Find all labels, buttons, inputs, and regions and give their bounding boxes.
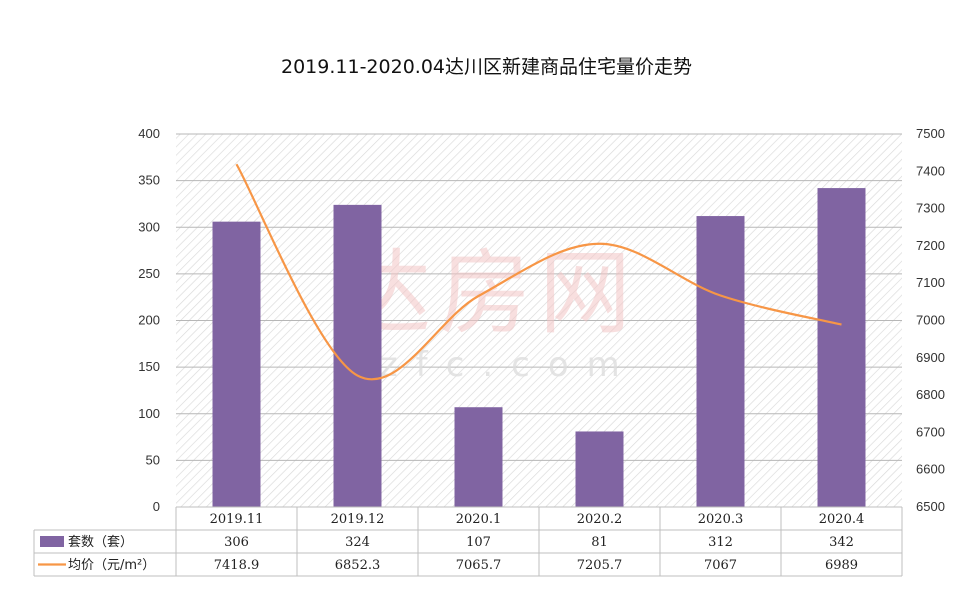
y-right-tick-label: 7000 (916, 313, 945, 328)
x-tick-label: 2020.3 (698, 512, 744, 527)
legend-swatch-units (40, 536, 64, 547)
y-right-tick-label: 7400 (916, 163, 945, 178)
y-right-tick-label: 7200 (916, 238, 945, 253)
x-tick-label: 2020.4 (819, 512, 865, 527)
y-right-tick-label: 6900 (916, 350, 945, 365)
y-left-tick-label: 350 (138, 173, 160, 188)
y-right-tick-label: 6500 (916, 499, 945, 514)
units-data-label: 107 (466, 535, 491, 550)
bar (454, 407, 503, 507)
y-left-tick-label: 300 (138, 219, 160, 234)
bar (575, 431, 624, 507)
x-tick-label: 2019.12 (331, 512, 385, 527)
y-right-tick-label: 6800 (916, 387, 945, 402)
watermark-domain: dzfc.com (340, 345, 638, 385)
units-data-label: 81 (591, 535, 608, 550)
bar (696, 216, 745, 507)
units-data-label: 342 (829, 535, 854, 550)
bar (817, 188, 866, 507)
bar (333, 204, 382, 507)
price-data-label: 7067 (704, 558, 737, 573)
y-left-tick-label: 200 (138, 313, 160, 328)
y-left-tick-label: 250 (138, 266, 160, 281)
price-data-label: 7065.7 (456, 558, 502, 573)
y-left-tick-label: 400 (138, 126, 160, 141)
legend-label-units: 套数（套） (68, 534, 133, 550)
price-data-label: 6989 (825, 558, 858, 573)
bar (212, 221, 261, 507)
y-right-tick-label: 6700 (916, 424, 945, 439)
x-tick-label: 2020.2 (577, 512, 623, 527)
price-line (235, 163, 842, 381)
price-data-label: 7418.9 (214, 558, 260, 573)
price-data-label: 7205.7 (577, 558, 623, 573)
y-left-tick-label: 100 (138, 406, 160, 421)
chart-title: 2019.11-2020.04达川区新建商品住宅量价走势 (281, 56, 692, 78)
y-right-tick-label: 7500 (916, 126, 945, 141)
legend-label-price: 均价（元/m²） (68, 558, 155, 573)
units-data-label: 306 (224, 535, 249, 550)
units-data-label: 312 (708, 535, 733, 550)
price-data-label: 6852.3 (335, 558, 381, 573)
y-right-tick-label: 7100 (916, 275, 945, 290)
y-right-tick-label: 6600 (916, 462, 945, 477)
x-tick-label: 2020.1 (456, 512, 502, 527)
y-left-tick-label: 50 (146, 452, 160, 467)
y-left-tick-label: 150 (138, 359, 160, 374)
x-tick-label: 2019.11 (210, 512, 264, 527)
watermark-logo: 达房网 (339, 240, 639, 347)
y-left-tick-label: 0 (153, 499, 160, 514)
units-data-label: 324 (345, 535, 370, 550)
y-right-tick-label: 7300 (916, 201, 945, 216)
